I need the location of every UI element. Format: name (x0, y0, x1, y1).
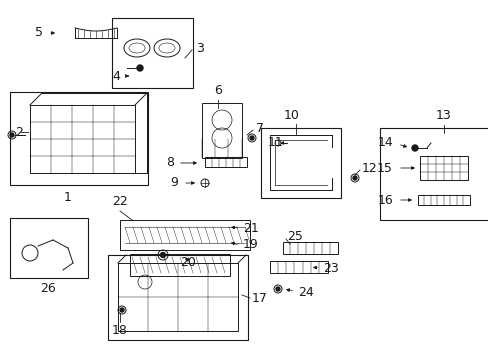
Text: 2: 2 (15, 126, 23, 139)
Bar (204, 157, 246, 167)
Text: 15: 15 (376, 162, 392, 175)
Circle shape (275, 287, 280, 291)
Bar (112, 18, 193, 88)
Text: 9: 9 (170, 176, 178, 189)
Bar (202, 103, 242, 158)
Text: 16: 16 (376, 194, 392, 207)
Text: 20: 20 (180, 256, 196, 269)
Text: 24: 24 (297, 285, 313, 298)
Text: 10: 10 (284, 109, 299, 122)
Text: 21: 21 (243, 221, 258, 234)
Text: 23: 23 (323, 261, 338, 274)
Bar (118, 263, 238, 331)
Bar (10, 218, 88, 278)
Text: 12: 12 (361, 162, 377, 175)
Text: 5: 5 (35, 27, 43, 40)
Circle shape (411, 145, 417, 151)
Text: 3: 3 (196, 41, 203, 54)
Circle shape (120, 308, 124, 312)
Bar (30, 105, 135, 173)
Circle shape (352, 176, 356, 180)
Text: 22: 22 (112, 195, 127, 208)
Bar (417, 195, 469, 205)
Text: 11: 11 (267, 136, 283, 149)
Bar (261, 128, 340, 198)
Text: 26: 26 (40, 282, 56, 295)
Text: 14: 14 (376, 136, 392, 149)
Circle shape (137, 65, 142, 71)
Bar (419, 156, 467, 180)
Bar (130, 254, 229, 276)
Bar (108, 255, 247, 340)
Circle shape (249, 136, 253, 140)
Text: 1: 1 (64, 191, 72, 204)
Bar (10, 92, 148, 185)
Bar (269, 261, 327, 273)
Text: 19: 19 (243, 238, 258, 252)
Text: 4: 4 (112, 69, 120, 82)
Text: 17: 17 (251, 292, 267, 305)
Circle shape (160, 252, 165, 257)
Bar (379, 128, 488, 220)
Text: 13: 13 (435, 109, 451, 122)
Text: 8: 8 (165, 157, 174, 170)
Bar (120, 220, 249, 250)
Bar (283, 242, 337, 254)
Text: 25: 25 (286, 230, 302, 243)
Circle shape (10, 133, 14, 137)
Text: 6: 6 (214, 84, 222, 97)
Text: 7: 7 (256, 122, 264, 135)
Text: 18: 18 (112, 324, 128, 337)
